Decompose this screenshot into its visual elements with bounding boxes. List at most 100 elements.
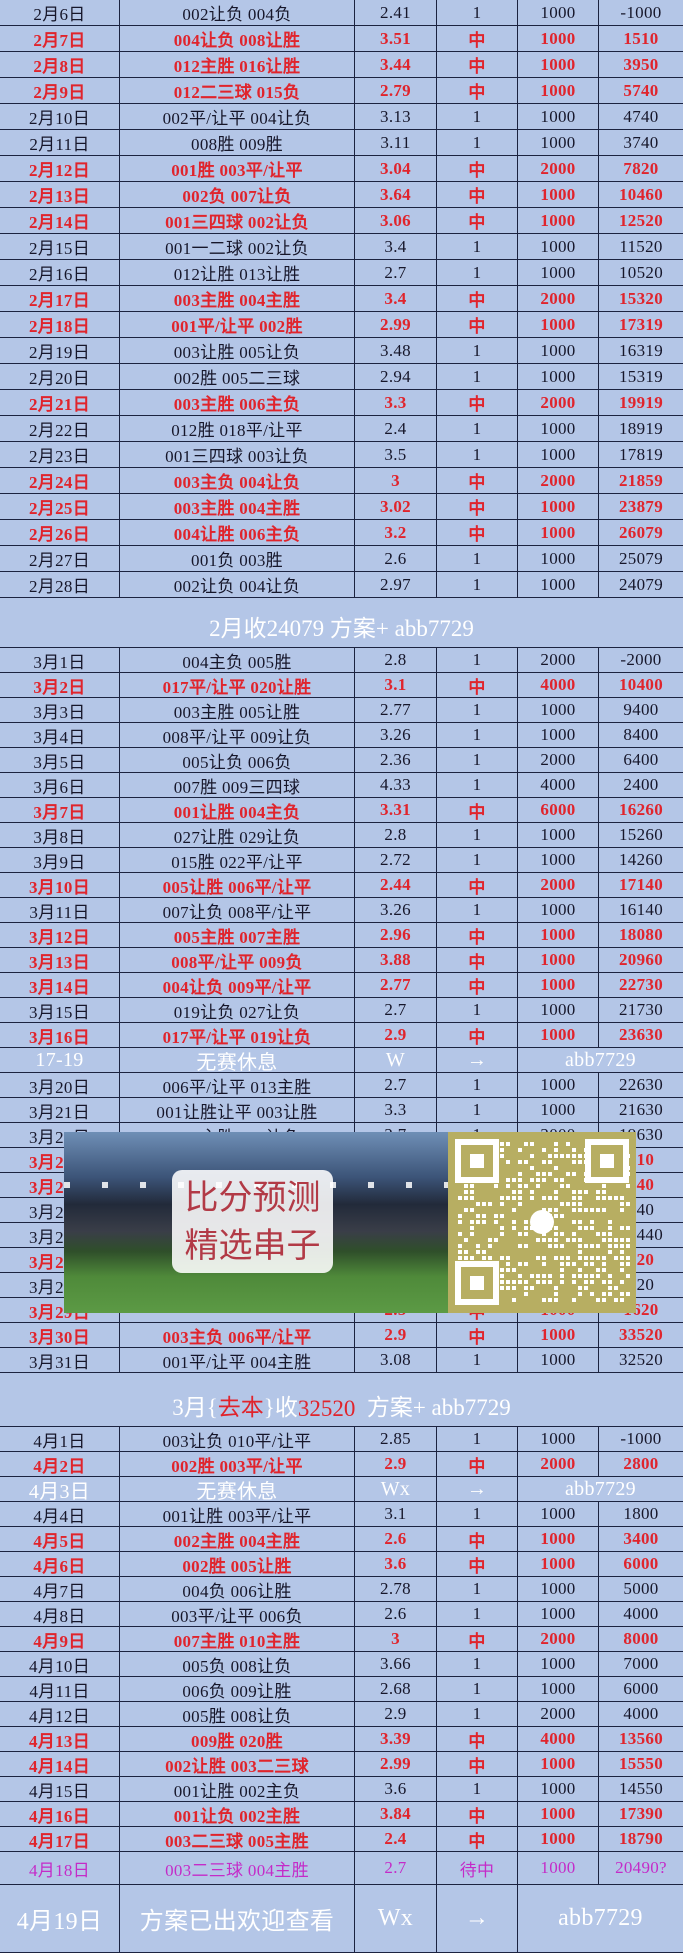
qr-module	[572, 1232, 576, 1236]
table-row: 2月14日 001三四球 002让负 3.06 中 1000 12520	[0, 208, 683, 234]
qr-module	[524, 1232, 528, 1236]
qr-module	[626, 1244, 630, 1248]
odds-cell: 2.77	[355, 698, 437, 722]
result-cell: 1	[437, 723, 518, 747]
balance-cell: 17819	[619, 444, 663, 464]
balance-cell: 17140	[619, 875, 663, 894]
qr-module	[554, 1244, 558, 1248]
qr-module	[602, 1238, 606, 1242]
result-cell: 1	[437, 130, 518, 155]
stake-cell: 2000	[518, 1627, 599, 1651]
balance-cell: 18919	[619, 418, 663, 438]
odds-cell: 2.4	[355, 416, 437, 441]
qr-module	[458, 1250, 462, 1254]
odds-cell: 3.84	[355, 1802, 437, 1826]
qr-module	[482, 1256, 486, 1260]
date-cell: 4月9日	[0, 1627, 120, 1651]
table-row: 3月14日 004让负 009平/让平 2.77 中 1000 22730	[0, 973, 683, 998]
qr-module	[566, 1154, 570, 1158]
qr-module	[542, 1196, 546, 1200]
date-cell: 4月18日	[0, 1852, 120, 1884]
result-cell: 1	[437, 442, 518, 467]
result-cell: 1	[437, 1602, 518, 1626]
qr-module	[464, 1238, 468, 1242]
result-cell: 中	[437, 156, 518, 181]
qr-module	[542, 1172, 546, 1176]
odds-cell: 2.44	[355, 873, 437, 897]
stake-cell: 6000	[518, 798, 599, 822]
ad-line-2: 精选串子	[184, 1225, 321, 1266]
qr-module	[530, 1190, 534, 1194]
qr-module	[476, 1202, 480, 1206]
result-cell: 1	[437, 998, 518, 1022]
stake-cell: 1000	[518, 130, 599, 155]
stake-cell: 2000	[518, 873, 599, 897]
odds-cell: 3.04	[355, 156, 437, 181]
table-row: 4月4日 001让胜 003平/让平 3.1 1 1000 1800	[0, 1502, 683, 1527]
stake-cell: 1000	[518, 898, 599, 922]
qr-module	[482, 1220, 486, 1224]
qr-module	[590, 1220, 594, 1224]
date-cell: 2月12日	[0, 156, 120, 181]
date-cell: 2月28日	[0, 572, 120, 597]
qr-module	[608, 1292, 612, 1296]
qr-module	[554, 1256, 558, 1260]
qr-module	[512, 1298, 516, 1302]
odds-cell: 3.26	[355, 723, 437, 747]
date-cell: 4月16日	[0, 1802, 120, 1826]
qr-module	[554, 1154, 558, 1158]
ad-line-1: 比分预测	[184, 1177, 321, 1218]
stake-cell: 1000	[518, 1802, 599, 1826]
qr-module	[602, 1256, 606, 1260]
picks-cell: 008平/让平 009负	[120, 948, 355, 972]
picks-cell: 003主负 004让负	[120, 468, 355, 493]
table-row: 4月12日 005胜 008让负 2.9 1 2000 4000	[0, 1702, 683, 1727]
qr-module	[512, 1220, 516, 1224]
odds-cell: 2.6	[355, 1527, 437, 1551]
table-row: 2月15日 001一二球 002让负 3.4 1 1000 11520	[0, 234, 683, 260]
table-row: 2月10日 002平/让平 004让负 3.13 1 1000 4740	[0, 104, 683, 130]
summary-text: 3月{	[172, 1395, 218, 1420]
stake-cell: 1000	[518, 1323, 599, 1347]
qr-code-icon[interactable]	[448, 1132, 636, 1313]
odds-cell: 3.26	[355, 898, 437, 922]
date-cell: 4月7日	[0, 1577, 120, 1601]
balance-cell: 4740	[623, 106, 659, 126]
date-cell: 4月11日	[0, 1677, 120, 1701]
date-cell: 4月6日	[0, 1552, 120, 1576]
qr-module	[470, 1226, 474, 1230]
qr-module	[542, 1160, 546, 1164]
odds-cell: 2.6	[355, 1602, 437, 1626]
result-cell: 中	[437, 1452, 518, 1476]
table-row: 4月14日 002让胜 003二三球 2.99 中 1000 15550	[0, 1752, 683, 1777]
result-cell: 1	[437, 848, 518, 872]
date-cell: 3月12日	[0, 923, 120, 947]
picks-cell: 006平/让平 013主胜	[120, 1073, 355, 1097]
qr-module	[626, 1184, 630, 1188]
ad-overlay[interactable]: 比分预测 精选串子	[64, 1132, 636, 1313]
qr-module	[548, 1238, 552, 1242]
qr-finder-center	[600, 1154, 614, 1168]
stake-cell: 1000	[518, 723, 599, 747]
balance-cell: 16140	[619, 900, 663, 919]
date-cell: 4月5日	[0, 1527, 120, 1551]
odds-cell: 2.4	[355, 1827, 437, 1851]
qr-module	[464, 1250, 468, 1254]
qr-module	[590, 1280, 594, 1284]
picks-cell: 001平/让平 004主胜	[120, 1348, 355, 1372]
date-cell: 2月19日	[0, 338, 120, 363]
qr-module	[494, 1220, 498, 1224]
qr-module	[518, 1232, 522, 1236]
stake-cell: 1000	[518, 234, 599, 259]
odds-cell: 3.64	[355, 182, 437, 207]
picks-cell: 001让负 002主胜	[120, 1802, 355, 1826]
date-cell: 2月25日	[0, 494, 120, 519]
picks-cell: 012二三球 015负	[120, 78, 355, 103]
qr-module	[530, 1142, 534, 1146]
balance-cell: 7000	[623, 1654, 659, 1673]
balance-cell: 20960	[619, 950, 663, 969]
stake-cell: 1000	[518, 1852, 599, 1884]
odds-cell: 3	[355, 1627, 437, 1651]
qr-module	[470, 1208, 474, 1212]
table-row: 2月20日 002胜 005二三球 2.94 1 1000 15319	[0, 364, 683, 390]
